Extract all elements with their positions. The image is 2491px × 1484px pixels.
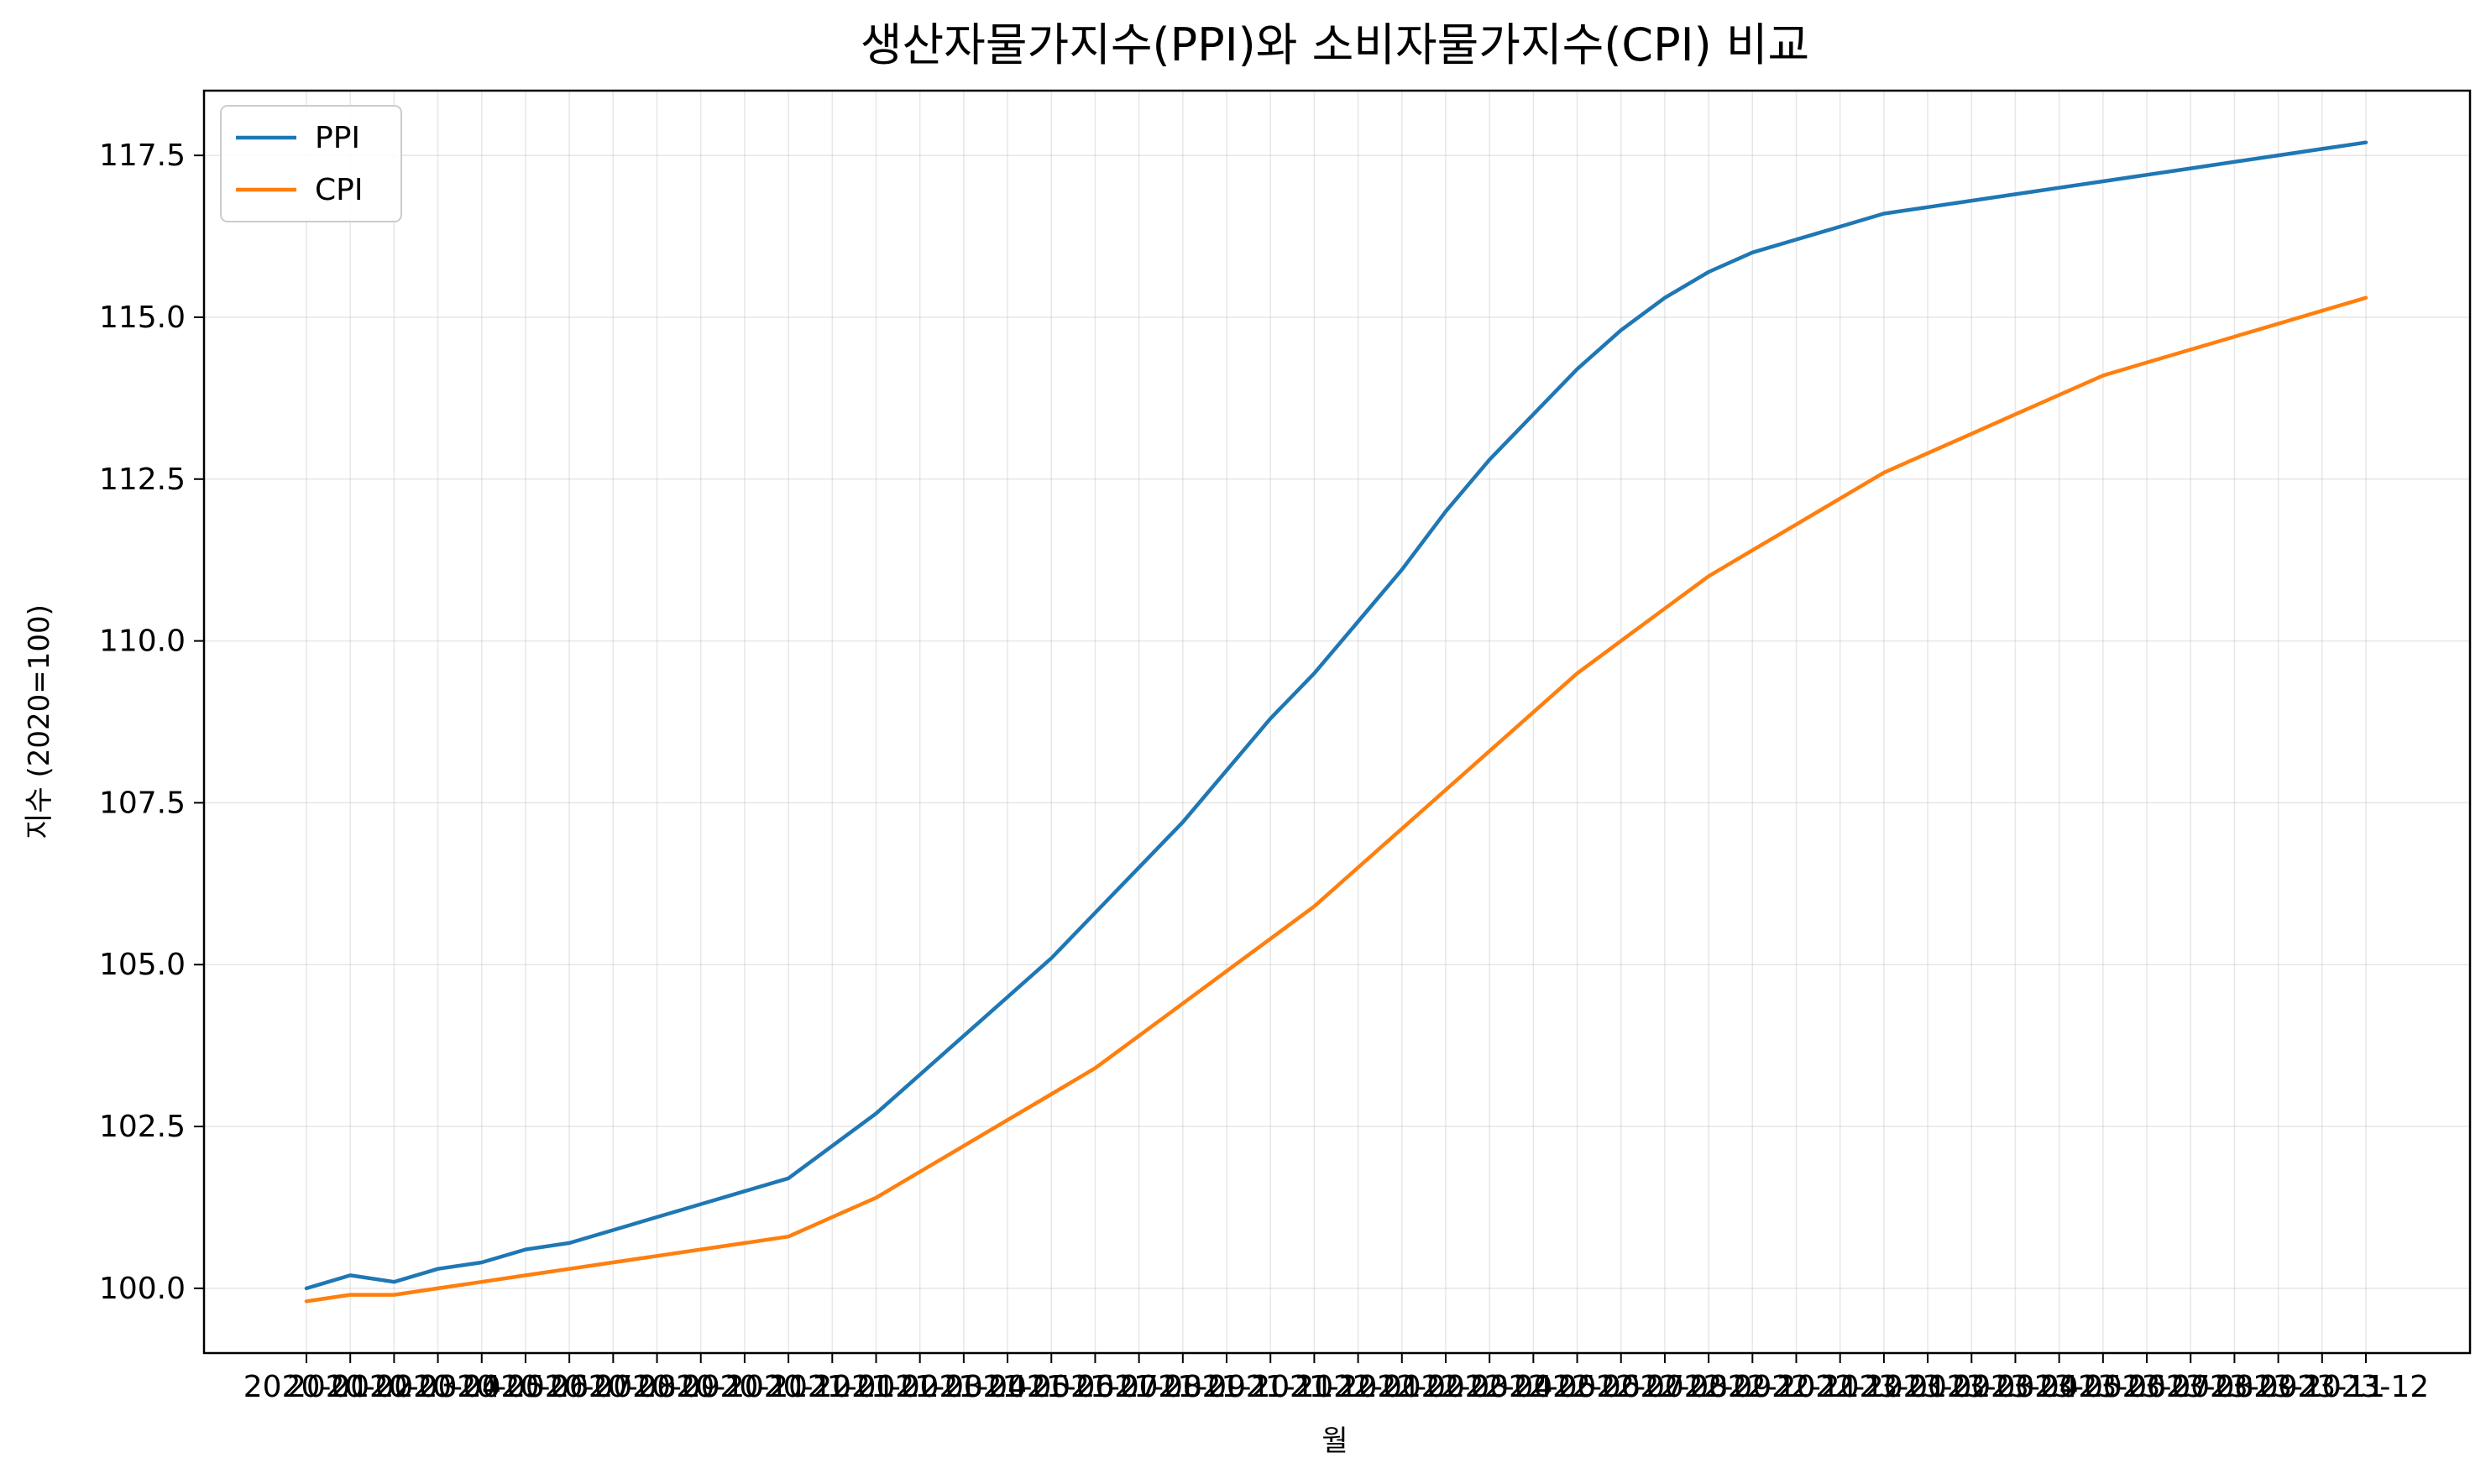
x-tick-label: 2023-04 [1952,1370,2078,1404]
x-tick-label: 2022-08 [1602,1370,1728,1404]
series-group [304,140,2368,1304]
x-tick-label: 2021-03 [856,1370,982,1404]
x-tick-label: 2023-06 [2040,1370,2166,1404]
x-tick-label: 2022-01 [1295,1370,1421,1404]
x-tick-label: 2020-08 [550,1370,676,1404]
x-tick-label: 2021-07 [1032,1370,1158,1404]
x-tick-label: 2020-09 [594,1370,720,1404]
x-tick-label: 2020-02 [287,1370,413,1404]
y-axis: 100.0 102.5 105.0 107.5 110.0 112.5 115.0 117.5 [99,138,204,1306]
x-tick-label: 2021-08 [1075,1370,1201,1404]
x-tick-label: 2021-02 [813,1370,939,1404]
plot-frame [202,89,2472,1355]
y-tick-label: 100.0 [99,1272,186,1306]
x-tick-label: 2023-01 [1821,1370,1947,1404]
x-tick-label: 2022-05 [1470,1370,1596,1404]
x-tick-label: 2023-10 [2215,1370,2341,1404]
x-tick-label: 2022-06 [1514,1370,1640,1404]
x-tick-label: 2022-12 [1777,1370,1902,1404]
y-tick-label: 107.5 [99,786,186,820]
x-tick-label: 2021-06 [988,1370,1114,1404]
x-tick-label: 2020-07 [506,1370,632,1404]
x-tick-label: 2020-06 [463,1370,589,1404]
x-tick-label: 2022-04 [1426,1370,1552,1404]
x-tick-label: 2023-05 [1996,1370,2122,1404]
legend-box [220,105,402,222]
x-tick-label: 2021-12 [1251,1370,1377,1404]
x-tick-label: 2023-12 [2303,1370,2429,1404]
x-tick-label: 2020-04 [374,1370,500,1404]
y-tick-label: 102.5 [99,1110,186,1144]
y-axis-label: 지수 (2020=100) [23,604,56,839]
series-line-cpi [304,295,2368,1304]
x-tick-label: 2021-01 [769,1370,895,1404]
x-tick-label: 2020-05 [419,1370,545,1404]
x-tick-label: 2023-03 [1908,1370,2034,1404]
x-tick-label: 2020-11 [682,1370,808,1404]
legend-label-ppi: PPI [315,121,360,155]
y-tick-label: 112.5 [99,462,186,497]
x-tick-label: 2021-05 [945,1370,1070,1404]
y-tick-label: 115.0 [99,300,186,335]
y-tick-label: 117.5 [99,138,186,173]
x-tick-label: 2023-11 [2259,1370,2385,1404]
x-tick-label: 2022-02 [1339,1370,1465,1404]
x-tick-label: 2022-10 [1689,1370,1815,1404]
x-tick-label: 2023-09 [2171,1370,2297,1404]
x-tick-label: 2021-11 [1207,1370,1333,1404]
legend-label-cpi: CPI [315,173,363,207]
x-tick-label: 2021-10 [1164,1370,1290,1404]
x-tick-label: 2023-08 [2127,1370,2253,1404]
y-tick-label: 110.0 [99,624,186,659]
x-tick-label: 2022-07 [1558,1370,1684,1404]
x-tick-label: 2021-09 [1120,1370,1246,1404]
grid-lines [204,91,2470,1353]
x-tick-label: 2020-10 [638,1370,764,1404]
x-tick-label: 2020-03 [331,1370,457,1404]
x-tick-label: 2022-03 [1383,1370,1509,1404]
x-tick-label: 2020-12 [725,1370,851,1404]
x-tick-label: 2020-01 [243,1370,369,1404]
x-tick-label: 2023-07 [2084,1370,2210,1404]
x-tick-label: 2022-09 [1646,1370,1771,1404]
x-tick-label: 2023-02 [1865,1370,1991,1404]
x-tick-label: 2021-04 [901,1370,1027,1404]
legend: PPI CPI [220,105,402,222]
series-line-ppi [304,140,2368,1291]
chart-title: 생산자물가지수(PPI)와 소비자물가지수(CPI) 비교 [861,18,1809,71]
x-tick-label: 2022-11 [1733,1370,1859,1404]
x-axis: 2020-012020-022020-032020-042020-052020-… [243,1353,2429,1404]
y-tick-label: 105.0 [99,948,186,982]
x-axis-label: 월 [1321,1424,1348,1458]
